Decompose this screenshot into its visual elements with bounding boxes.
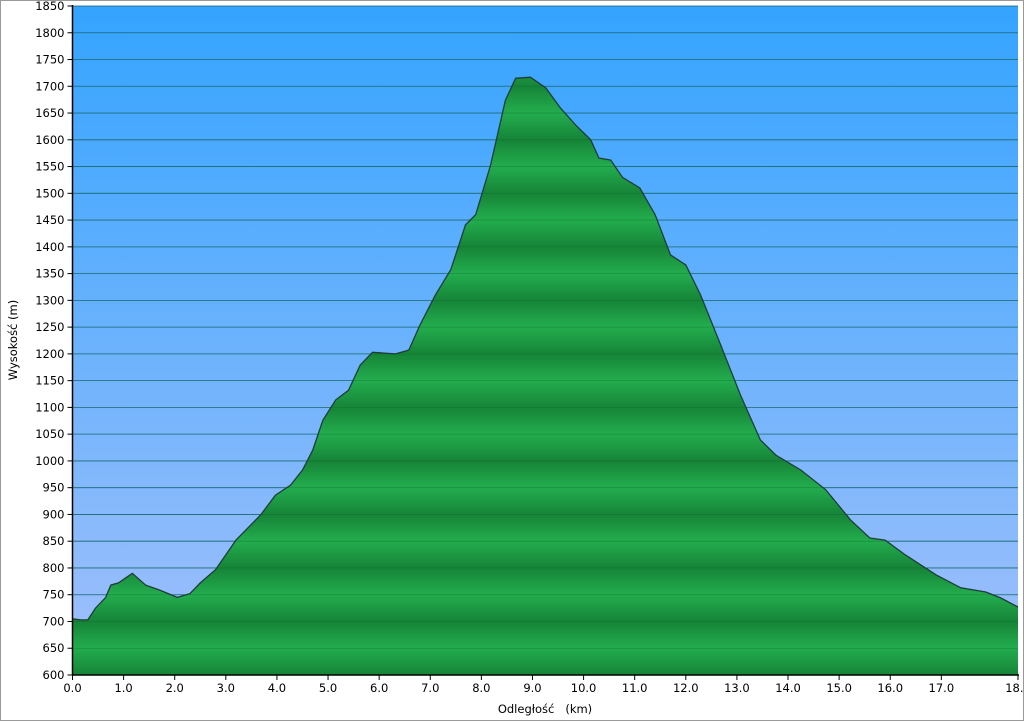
y-tick-label: 600 (43, 668, 65, 682)
elevation-area (72, 77, 1018, 675)
x-tick-label: 7.0 (421, 681, 439, 695)
x-tick-label: 5.0 (319, 681, 337, 695)
y-tick-label: 1650 (35, 106, 64, 120)
y-tick-label: 950 (43, 481, 65, 495)
y-tick-label: 1800 (35, 26, 64, 40)
y-tick-label: 1550 (35, 160, 64, 174)
y-tick-label: 1400 (35, 240, 64, 254)
x-tick-label: 16.0 (877, 681, 903, 695)
y-tick-label: 1700 (35, 79, 64, 93)
y-tick-label: 1250 (35, 320, 64, 334)
y-tick-label: 1600 (35, 133, 64, 147)
x-tick-label: 17.0 (929, 681, 955, 695)
y-tick-label: 1300 (35, 293, 64, 307)
y-tick-label: 1200 (35, 347, 64, 361)
y-tick-label: 1000 (35, 454, 64, 468)
x-tick-label: 0.0 (63, 681, 81, 695)
y-tick-label: 1150 (35, 374, 64, 388)
x-tick-label: 6.0 (370, 681, 388, 695)
x-tick-label: 8.0 (472, 681, 490, 695)
x-tick-label: 10.0 (571, 681, 597, 695)
y-tick-label: 1750 (35, 53, 64, 67)
y-tick-label: 1050 (35, 427, 64, 441)
y-tick-label: 1850 (35, 0, 64, 13)
y-tick-label: 800 (43, 561, 65, 575)
y-tick-label: 900 (43, 507, 65, 521)
x-tick-label: 11.0 (622, 681, 648, 695)
elevation-line (72, 76, 1019, 621)
x-tick-label: 2.0 (166, 681, 184, 695)
y-tick-label: 750 (43, 588, 65, 602)
x-tick-label: 12.0 (673, 681, 699, 695)
y-tick-label: 1500 (35, 186, 64, 200)
y-axis-title: Wysokość (m) (6, 300, 20, 380)
x-tick-label: 1.0 (114, 681, 132, 695)
y-tick-label: 650 (43, 641, 65, 655)
x-tick-label: 4.0 (268, 681, 286, 695)
x-tick-label: 18.5 (1005, 681, 1024, 695)
x-tick-label: 3.0 (217, 681, 235, 695)
y-tick-label: 700 (43, 614, 65, 628)
x-axis-title: Odległość (km) (498, 702, 592, 716)
y-tick-label: 1450 (35, 213, 64, 227)
x-tick-label: 15.0 (826, 681, 852, 695)
x-tick-label: 13.0 (724, 681, 750, 695)
x-tick-label: 9.0 (523, 681, 541, 695)
x-tick-label: 14.0 (775, 681, 801, 695)
y-tick-label: 1350 (35, 267, 64, 281)
y-tick-label: 850 (43, 534, 65, 548)
y-tick-label: 1100 (35, 400, 64, 414)
